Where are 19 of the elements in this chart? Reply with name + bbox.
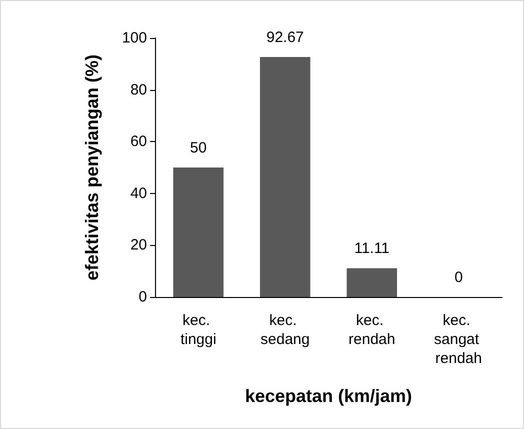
x-tick-label: kec. rendah [348, 312, 396, 348]
bar [173, 168, 224, 297]
bar [346, 268, 398, 297]
x-tick-label: kec. tinggi [180, 312, 216, 348]
x-tick-label: kec. sedang [260, 312, 310, 348]
data-label: 0 [454, 269, 463, 286]
x-tick-label: kec. sangat rendah [434, 312, 484, 367]
y-tick-label: 100 [122, 30, 147, 46]
y-tick-label: 60 [130, 133, 147, 150]
data-label: 92.67 [266, 28, 304, 46]
data-label: 50 [190, 140, 207, 156]
y-tick-label: 0 [138, 288, 147, 306]
bar [260, 56, 310, 297]
y-tick-label: 80 [130, 81, 147, 98]
data-label: 11.11 [354, 240, 390, 258]
y-tick-label: 40 [130, 184, 147, 202]
y-tick-label: 20 [130, 236, 147, 254]
y-axis-title: efektivitas penyiangan (%) [82, 54, 102, 281]
x-axis-title: kecepatan (km/jam) [244, 386, 412, 406]
